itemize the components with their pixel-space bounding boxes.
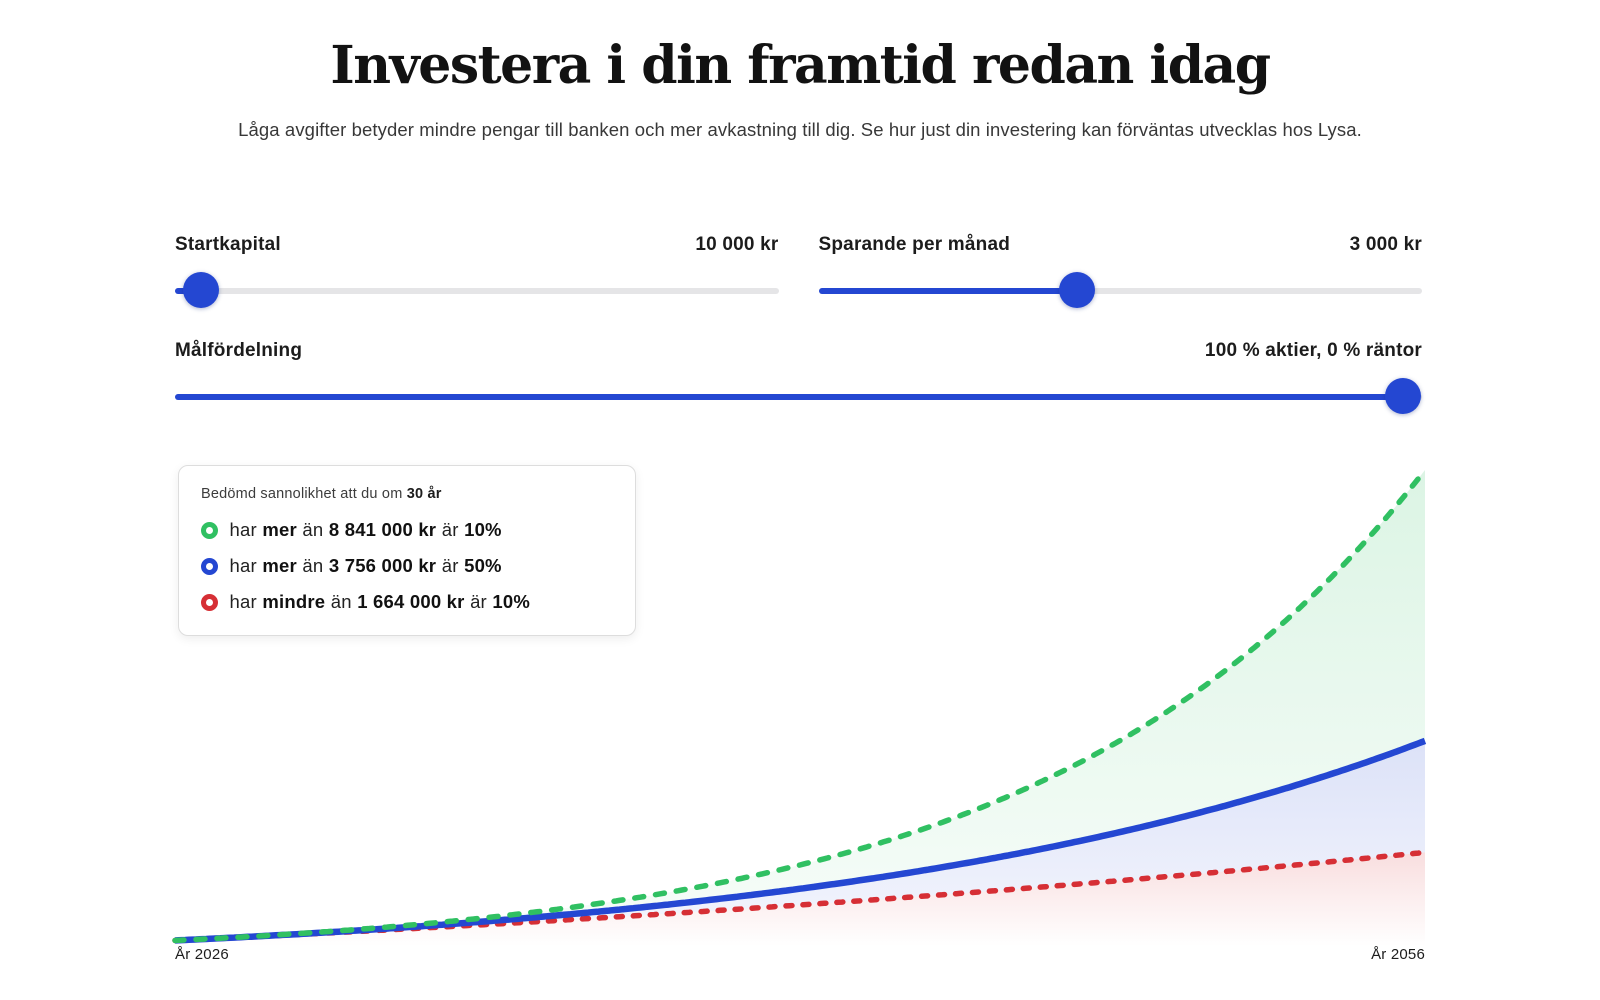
legend-row-p90: har mer än 8 841 000 kr är 10% <box>201 515 613 545</box>
projection-chart: Bedömd sannolikhet att du om 30 år har me… <box>172 443 1428 948</box>
startkapital-slider[interactable] <box>175 272 779 310</box>
x-axis-end-label: År 2056 <box>1371 946 1425 963</box>
malfordelning-value: 100 % aktier, 0 % räntor <box>1204 340 1422 361</box>
x-axis-labels: År 2026 År 2056 <box>175 946 1425 963</box>
malfordelning-slider-thumb[interactable] <box>1385 378 1422 414</box>
slider-track[interactable] <box>175 288 779 294</box>
page-title: Investera i din framtid redan idag <box>330 34 1271 96</box>
startkapital-slider-thumb[interactable] <box>182 272 219 308</box>
probability-legend-card: Bedömd sannolikhet att du om 30 år har me… <box>178 465 636 636</box>
sparande-slider[interactable] <box>818 272 1422 310</box>
area-between-median-and-p10 <box>175 740 1425 941</box>
red-ring-icon <box>201 593 218 611</box>
calculator-controls: Startkapital 10 000 kr Sparande per måna… <box>175 232 1422 416</box>
malfordelning-slider[interactable] <box>175 378 1422 416</box>
sparande-value: 3 000 kr <box>1349 234 1422 255</box>
legend-row-median: har mer än 3 756 000 kr är 50% <box>201 551 613 581</box>
area-between-p90-and-median <box>175 470 1425 941</box>
p90-line <box>172 467 1428 944</box>
slider-row-bottom: Målfördelning 100 % aktier, 0 % räntor <box>175 338 1422 416</box>
sparande-label: Sparande per månad <box>818 234 1011 255</box>
legend-row-p10: har mindre än 1 664 000 kr är 10% <box>201 587 613 617</box>
sparande-control: Sparande per månad 3 000 kr <box>818 232 1422 310</box>
slider-track[interactable] <box>818 288 1422 294</box>
legend-title: Bedömd sannolikhet att du om 30 år <box>201 486 442 502</box>
startkapital-control: Startkapital 10 000 kr <box>175 232 779 310</box>
startkapital-value: 10 000 kr <box>695 234 779 255</box>
sparande-slider-thumb[interactable] <box>1059 272 1096 308</box>
green-ring-icon <box>201 521 218 539</box>
slider-fill <box>818 288 1078 294</box>
page-subtitle: Låga avgifter betyder mindre pengar till… <box>238 118 1362 140</box>
projection-chart-canvas <box>172 467 1428 946</box>
blue-ring-icon <box>201 557 218 575</box>
area-below-p10 <box>175 852 1425 946</box>
slider-row-top: Startkapital 10 000 kr Sparande per måna… <box>175 232 1422 310</box>
malfordelning-label: Målfördelning <box>175 340 303 361</box>
x-axis-start-label: År 2026 <box>175 946 229 963</box>
slider-fill <box>175 394 1404 400</box>
malfordelning-control: Målfördelning 100 % aktier, 0 % räntor <box>175 338 1422 416</box>
startkapital-label: Startkapital <box>175 234 281 255</box>
